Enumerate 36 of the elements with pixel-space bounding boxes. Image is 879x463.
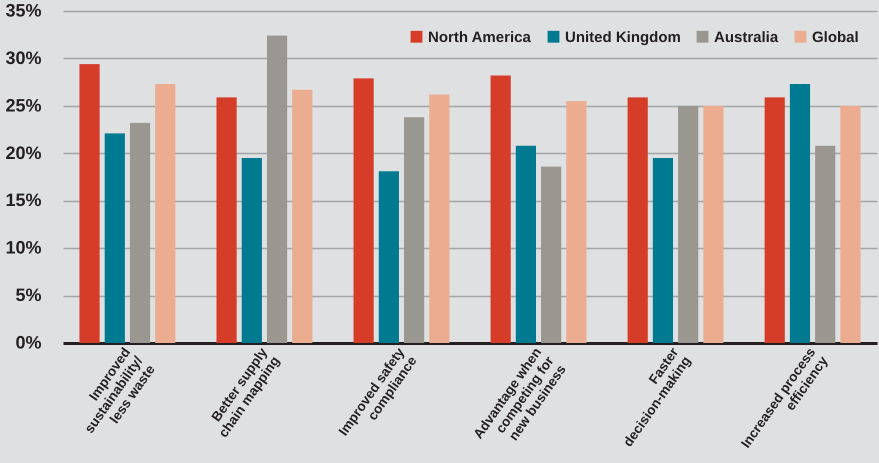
bar	[516, 146, 536, 343]
bar	[490, 76, 511, 343]
y-tick-label: 35%	[5, 0, 42, 20]
bar	[628, 97, 648, 343]
bar	[104, 133, 125, 343]
bar	[790, 84, 810, 343]
bar	[292, 90, 312, 343]
bar	[155, 84, 176, 343]
y-tick-label: 5%	[15, 285, 42, 306]
bar	[652, 158, 674, 343]
bar	[354, 78, 374, 343]
legend-label: Australia	[714, 28, 779, 46]
bar	[678, 106, 698, 343]
legend-label: North America	[428, 28, 532, 46]
bar	[815, 146, 836, 343]
bar	[764, 97, 785, 343]
y-tick-label: 15%	[5, 190, 42, 210]
y-tick-label: 0%	[15, 332, 42, 352]
y-tick-label: 25%	[5, 95, 42, 116]
y-tick-label: 20%	[5, 142, 42, 163]
bar	[429, 94, 450, 343]
legend-label: United Kingdom	[565, 28, 681, 46]
bar	[216, 97, 237, 343]
bar	[840, 106, 861, 343]
bar	[541, 166, 562, 343]
bar	[566, 101, 586, 343]
legend-label: Global	[812, 28, 859, 46]
bar	[242, 158, 262, 343]
y-tick-label: 30%	[5, 48, 42, 68]
bar	[130, 122, 150, 343]
bar	[79, 64, 100, 343]
bar	[378, 171, 399, 343]
bar	[703, 106, 724, 343]
y-tick-label: 10%	[5, 238, 42, 258]
bar	[266, 36, 288, 343]
bar	[404, 117, 424, 343]
